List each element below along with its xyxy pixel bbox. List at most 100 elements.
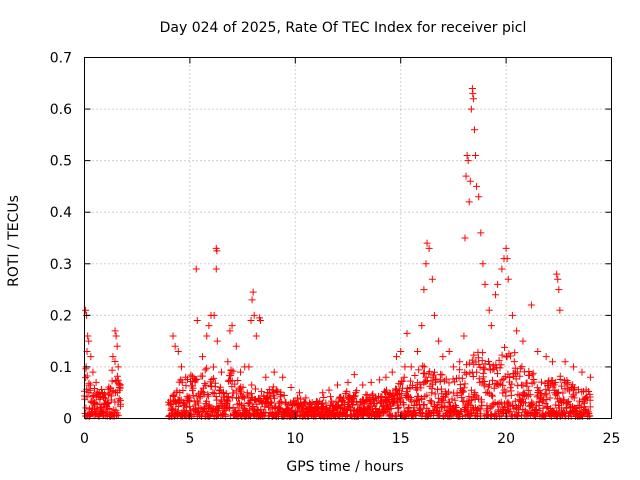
data-point [392,353,400,361]
data-point [560,408,568,416]
data-point [376,376,384,384]
data-point [367,378,375,386]
data-point [383,404,391,412]
data-point [359,381,367,389]
data-point [480,364,488,372]
data-point [502,388,510,396]
grid-lines [84,57,612,419]
data-point [249,288,257,296]
data-point [451,396,459,404]
data-point [257,388,265,396]
data-point [169,332,177,340]
data-point [525,386,533,394]
data-point [224,393,232,401]
data-point [445,388,453,396]
data-point [235,394,243,402]
data-point [514,382,522,390]
data-point [510,358,518,366]
chart-title: Day 024 of 2025, Rate Of TEC Index for r… [160,20,527,36]
data-point [212,393,220,401]
data-point [333,381,341,389]
data-point [104,399,112,407]
data-point [397,378,405,386]
data-point [280,391,288,399]
x-tick-label: 15 [392,431,410,447]
data-point [210,374,218,382]
axis-ticks [84,57,612,419]
data-point [251,385,259,393]
data-point [435,337,443,345]
data-point [569,403,577,411]
data-point [477,229,485,237]
data-point [343,387,351,395]
data-point [498,351,506,359]
data-point [189,391,197,399]
data-point [92,378,100,386]
data-point [245,363,253,371]
data-point [86,381,94,389]
data-point [431,375,439,383]
data-point [508,311,516,319]
data-point [459,388,467,396]
data-point [393,395,401,403]
data-point [500,405,508,413]
data-point [428,389,436,397]
data-point [111,358,119,366]
data-point [226,327,234,335]
data-point [578,388,586,396]
data-point [522,399,530,407]
data-point [400,401,408,409]
data-point [512,375,520,383]
data-point [502,244,510,252]
data-point [177,363,185,371]
data-point [511,349,519,357]
data-point [232,387,240,395]
data-point [492,291,500,299]
y-tick-label: 0 [63,412,72,428]
data-point [225,404,233,412]
data-point [116,381,124,389]
data-point [417,405,425,413]
data-point [228,322,236,330]
data-point [189,384,197,392]
data-point [518,363,526,371]
data-point [265,403,273,411]
data-point [526,391,534,399]
data-point [90,384,98,392]
data-point [270,394,278,402]
y-axis-label: ROTI / TECUs [6,195,22,287]
data-point [470,126,478,134]
data-point [445,379,453,387]
data-point [532,406,540,414]
data-point [262,394,270,402]
data-point [458,374,466,382]
data-point [411,372,419,380]
data-point [325,386,333,394]
data-point [208,375,216,383]
data-point [548,358,556,366]
data-point [410,404,418,412]
data-point [174,402,182,410]
data-point [114,411,122,419]
data-point [539,404,547,412]
data-point [506,352,514,360]
data-point [439,353,447,361]
data-point [192,265,200,273]
data-point [243,391,251,399]
data-point [250,311,258,319]
data-point [213,247,221,255]
plot-frame [84,57,612,419]
data-point [198,372,206,380]
data-point [262,373,270,381]
data-point [473,182,481,190]
data-point [543,396,551,404]
data-point [91,399,99,407]
data-point [479,260,487,268]
data-point [194,399,202,407]
data-point [465,392,473,400]
data-point [109,353,117,361]
data-point [420,363,428,371]
data-point [165,401,173,409]
data-point [445,347,453,355]
data-point [269,383,277,391]
